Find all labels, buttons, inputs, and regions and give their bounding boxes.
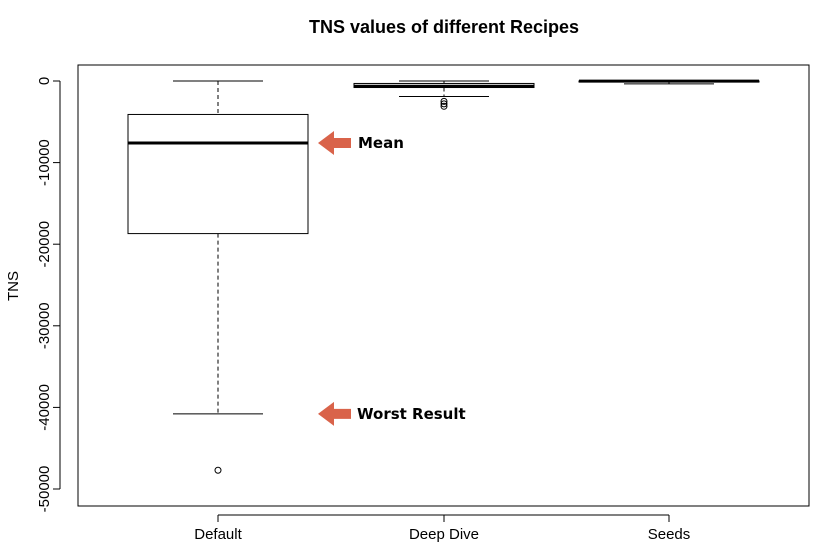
box-default <box>127 80 309 474</box>
chart-title: TNS values of different Recipes <box>309 17 579 37</box>
y-tick-label: -50000 <box>36 466 53 513</box>
y-tick-label: -30000 <box>36 302 53 349</box>
outlier-point <box>440 97 448 105</box>
annotation-mean: Mean <box>318 131 404 156</box>
x-tick-label: Seeds <box>648 526 691 543</box>
y-tick-label: 0 <box>36 77 53 85</box>
outlier-point <box>214 466 222 474</box>
arrow-icon <box>318 131 351 156</box>
x-tick-label: Default <box>194 526 242 543</box>
interquartile-box <box>127 113 309 235</box>
outlier-point <box>440 102 448 110</box>
annotation-label: Worst Result <box>357 405 466 423</box>
y-axis: 0 -10000 -20000 -30000 -40000 -50000 <box>36 77 61 513</box>
plot-frame <box>77 64 810 507</box>
annotations: Mean Worst Result <box>318 131 466 426</box>
box-deep-dive <box>353 80 535 110</box>
boxplot-series <box>127 79 760 474</box>
y-axis-label: TNS <box>5 271 22 301</box>
y-tick-label: -20000 <box>36 221 53 268</box>
outlier-point <box>440 100 448 108</box>
y-tick-label: -10000 <box>36 139 53 186</box>
x-axis: Default Deep Dive Seeds <box>194 514 691 543</box>
y-tick-label: -40000 <box>36 384 53 431</box>
box-seeds <box>578 79 760 85</box>
x-tick-label: Deep Dive <box>409 526 479 543</box>
annotation-label: Mean <box>358 134 404 152</box>
arrow-icon <box>318 401 351 426</box>
annotation-worst-result: Worst Result <box>318 401 466 426</box>
